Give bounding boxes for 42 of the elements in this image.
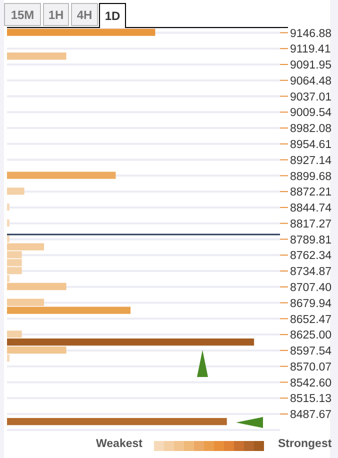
y-tick-label: 8707.40	[290, 282, 332, 294]
bar	[7, 346, 66, 354]
y-tick-label: 9119.41	[290, 44, 331, 56]
y-tick-label: 8515.13	[290, 393, 332, 406]
bar	[7, 298, 44, 306]
y-tick-label: 8844.74	[290, 202, 332, 215]
y-tick-label: 8652.47	[290, 314, 332, 326]
y-tick-label: 8734.87	[290, 266, 332, 278]
bar	[7, 306, 131, 314]
bar	[7, 338, 254, 346]
bar	[7, 28, 156, 36]
y-tick-label: 9146.88	[290, 28, 332, 40]
text: 4H	[71, 3, 98, 26]
y-tick-label: 9091.95	[290, 60, 332, 72]
text: 1D	[99, 3, 126, 28]
y-tick-label: 9009.54	[290, 107, 332, 120]
y-tick-label: 8899.68	[290, 170, 332, 183]
text: Weakest	[96, 438, 142, 450]
bar	[7, 172, 116, 179]
y-tick-label: 8954.61	[290, 138, 332, 151]
y-tick-label: 9064.48	[290, 75, 332, 88]
y-tick-label: 8625.00	[290, 330, 332, 342]
text: Strongest	[278, 438, 332, 450]
y-tick-label: 8597.54	[290, 346, 332, 358]
y-tick-label: 9037.01	[290, 91, 332, 104]
y-tick-label: 8487.67	[290, 409, 332, 422]
y-tick-label: 8817.27	[290, 218, 332, 230]
bar	[7, 282, 66, 290]
y-tick-label: 8982.08	[290, 123, 332, 136]
y-tick-label: 8679.94	[290, 298, 332, 310]
bar	[7, 52, 66, 60]
y-tick-label: 8927.14	[290, 154, 332, 167]
bar	[7, 188, 24, 195]
y-tick-label: 8789.81	[290, 234, 332, 246]
text: 1H	[43, 3, 69, 26]
bar	[7, 330, 22, 338]
text: 15M	[4, 3, 41, 26]
bar	[7, 418, 227, 426]
y-tick-label: 8762.34	[290, 250, 332, 262]
y-tick-label: 8570.07	[290, 361, 332, 374]
y-tick-label: 8542.60	[290, 377, 332, 390]
y-tick-label: 8872.21	[290, 186, 332, 199]
